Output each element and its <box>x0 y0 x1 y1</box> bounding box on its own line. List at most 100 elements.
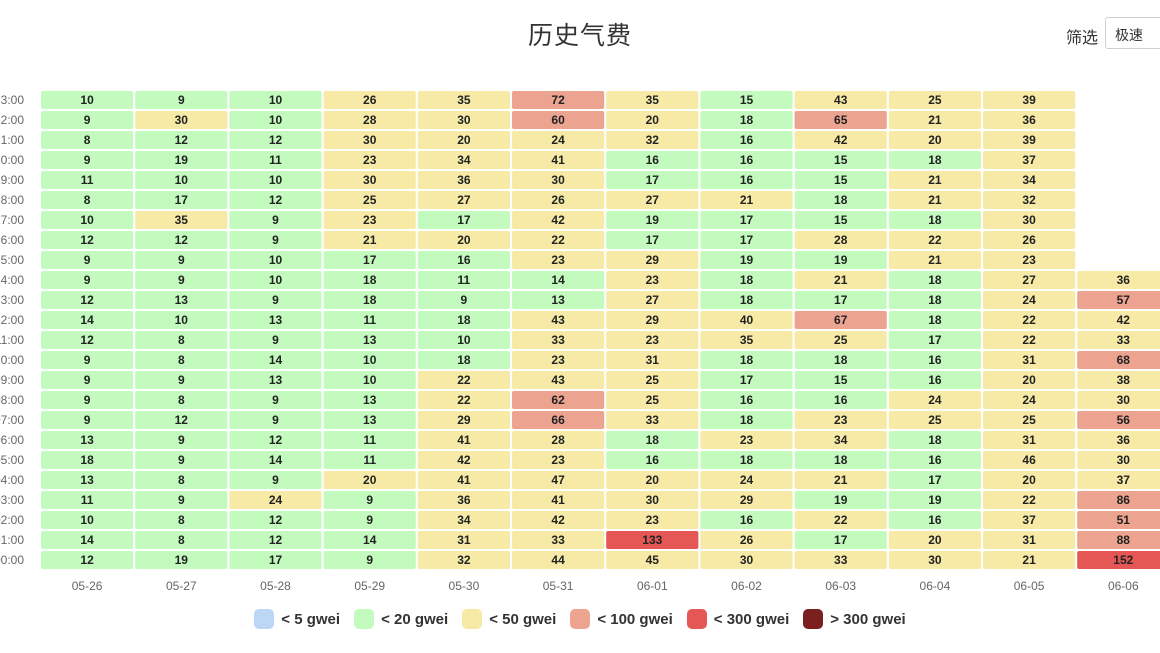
heatmap-cell[interactable] <box>229 291 322 309</box>
heatmap-cell[interactable] <box>323 391 416 409</box>
legend-item-lt300[interactable]: < 300 gwei <box>686 609 789 629</box>
heatmap-cell[interactable] <box>888 131 981 149</box>
heatmap-cell[interactable] <box>417 231 510 249</box>
heatmap-cell[interactable] <box>1077 431 1160 449</box>
heatmap-cell[interactable] <box>983 491 1076 509</box>
heatmap-cell[interactable] <box>323 151 416 169</box>
heatmap-cell[interactable] <box>323 371 416 389</box>
heatmap-cell[interactable] <box>700 191 793 209</box>
heatmap-cell[interactable] <box>135 411 228 429</box>
heatmap-cell[interactable] <box>606 531 699 549</box>
heatmap-cell[interactable] <box>323 531 416 549</box>
heatmap-cell[interactable] <box>888 211 981 229</box>
heatmap-cell[interactable] <box>512 531 605 549</box>
heatmap-cell[interactable] <box>417 111 510 129</box>
heatmap-cell[interactable] <box>512 331 605 349</box>
heatmap-cell[interactable] <box>512 211 605 229</box>
heatmap-cell[interactable] <box>41 331 134 349</box>
heatmap-cell[interactable] <box>888 171 981 189</box>
legend-item-lt20[interactable]: < 20 gwei <box>354 609 448 629</box>
heatmap-cell[interactable] <box>983 211 1076 229</box>
heatmap-cell[interactable] <box>512 91 605 109</box>
heatmap-cell[interactable] <box>700 111 793 129</box>
heatmap-cell[interactable] <box>135 311 228 329</box>
heatmap-cell[interactable] <box>323 291 416 309</box>
heatmap-cell[interactable] <box>135 231 228 249</box>
heatmap-cell[interactable] <box>888 271 981 289</box>
heatmap-cell[interactable] <box>512 111 605 129</box>
heatmap-cell[interactable] <box>700 411 793 429</box>
heatmap-cell[interactable] <box>229 311 322 329</box>
heatmap-cell[interactable] <box>888 391 981 409</box>
heatmap-cell[interactable] <box>794 551 887 569</box>
heatmap-cell[interactable] <box>606 431 699 449</box>
heatmap-cell[interactable] <box>41 491 134 509</box>
heatmap-cell[interactable] <box>512 171 605 189</box>
heatmap-cell[interactable] <box>512 371 605 389</box>
heatmap-cell[interactable] <box>888 231 981 249</box>
heatmap-cell[interactable] <box>135 551 228 569</box>
heatmap-cell[interactable] <box>41 451 134 469</box>
heatmap-cell[interactable] <box>794 131 887 149</box>
heatmap-cell[interactable] <box>229 251 322 269</box>
heatmap-cell[interactable] <box>794 471 887 489</box>
heatmap-cell[interactable] <box>606 171 699 189</box>
heatmap-cell[interactable] <box>41 171 134 189</box>
heatmap-cell[interactable] <box>512 291 605 309</box>
heatmap-cell[interactable] <box>512 231 605 249</box>
heatmap-cell[interactable] <box>135 451 228 469</box>
heatmap-cell[interactable] <box>135 431 228 449</box>
heatmap-cell[interactable] <box>229 91 322 109</box>
heatmap-cell[interactable] <box>983 371 1076 389</box>
heatmap-cell[interactable] <box>700 551 793 569</box>
heatmap-cell[interactable] <box>606 451 699 469</box>
heatmap-cell[interactable] <box>700 91 793 109</box>
heatmap-cell[interactable] <box>1077 331 1160 349</box>
heatmap-cell[interactable] <box>512 451 605 469</box>
heatmap-cell[interactable] <box>135 391 228 409</box>
heatmap-cell[interactable] <box>606 231 699 249</box>
heatmap-cell[interactable] <box>323 211 416 229</box>
heatmap-cell[interactable] <box>323 431 416 449</box>
heatmap-cell[interactable] <box>606 351 699 369</box>
heatmap-cell[interactable] <box>700 531 793 549</box>
heatmap-cell[interactable] <box>888 111 981 129</box>
heatmap-cell[interactable] <box>794 511 887 529</box>
heatmap-cell[interactable] <box>794 431 887 449</box>
heatmap-cell[interactable] <box>700 471 793 489</box>
heatmap-cell[interactable] <box>135 491 228 509</box>
heatmap-cell[interactable] <box>606 471 699 489</box>
heatmap-cell[interactable] <box>512 431 605 449</box>
heatmap-cell[interactable] <box>983 231 1076 249</box>
heatmap-cell[interactable] <box>417 511 510 529</box>
heatmap-cell[interactable] <box>135 471 228 489</box>
heatmap-cell[interactable] <box>700 131 793 149</box>
heatmap-cell[interactable] <box>229 271 322 289</box>
heatmap-cell[interactable] <box>41 511 134 529</box>
heatmap-cell[interactable] <box>323 471 416 489</box>
heatmap-cell[interactable] <box>888 91 981 109</box>
heatmap-cell[interactable] <box>135 511 228 529</box>
heatmap-cell[interactable] <box>1077 391 1160 409</box>
heatmap-cell[interactable] <box>794 531 887 549</box>
legend-item-lt5[interactable]: < 5 gwei <box>254 609 340 629</box>
heatmap-cell[interactable] <box>135 371 228 389</box>
heatmap-cell[interactable] <box>1077 471 1160 489</box>
heatmap-cell[interactable] <box>323 271 416 289</box>
heatmap-cell[interactable] <box>606 91 699 109</box>
heatmap-cell[interactable] <box>229 131 322 149</box>
heatmap-cell[interactable] <box>794 351 887 369</box>
heatmap-cell[interactable] <box>700 371 793 389</box>
heatmap-cell[interactable] <box>700 151 793 169</box>
heatmap-cell[interactable] <box>41 91 134 109</box>
heatmap-cell[interactable] <box>888 551 981 569</box>
heatmap-cell[interactable] <box>606 491 699 509</box>
heatmap-cell[interactable] <box>983 251 1076 269</box>
legend-item-lt50[interactable]: < 50 gwei <box>462 609 556 629</box>
heatmap-cell[interactable] <box>983 271 1076 289</box>
heatmap-cell[interactable] <box>700 271 793 289</box>
heatmap-cell[interactable] <box>41 191 134 209</box>
heatmap-cell[interactable] <box>700 311 793 329</box>
heatmap-cell[interactable] <box>888 531 981 549</box>
heatmap-cell[interactable] <box>323 311 416 329</box>
